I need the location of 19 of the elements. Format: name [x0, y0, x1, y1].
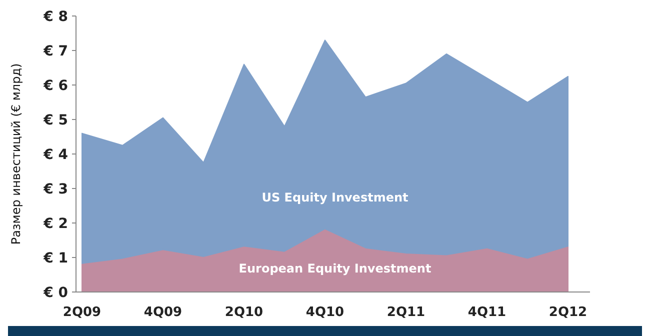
y-tick-label: € 3: [42, 181, 68, 198]
x-tick-label: 2Q10: [224, 305, 264, 320]
series-label: US Equity Investment: [262, 190, 409, 204]
y-tick-label: € 5: [42, 112, 68, 128]
y-tick-label: € 0: [42, 284, 68, 301]
y-tick-label: € 1: [42, 250, 68, 266]
y-tick-label: € 7: [42, 43, 68, 60]
x-tick-label: 4Q09: [144, 305, 182, 320]
y-tick-label: € 2: [42, 216, 68, 232]
y-tick-label: € 8: [42, 8, 68, 25]
series-label: European Equity Investment: [238, 262, 432, 276]
x-tick-label: 2Q12: [548, 305, 588, 320]
x-tick-label: 4Q11: [468, 305, 506, 320]
y-axis-title: Размер инвестиций (€ млрд): [9, 63, 23, 245]
y-tick-label: € 6: [42, 78, 68, 94]
y-tick-label: € 4: [42, 146, 68, 163]
x-tick-label: 4Q10: [306, 305, 344, 320]
x-tick-label: 2Q11: [386, 305, 426, 320]
x-tick-label: 2Q09: [62, 305, 102, 320]
